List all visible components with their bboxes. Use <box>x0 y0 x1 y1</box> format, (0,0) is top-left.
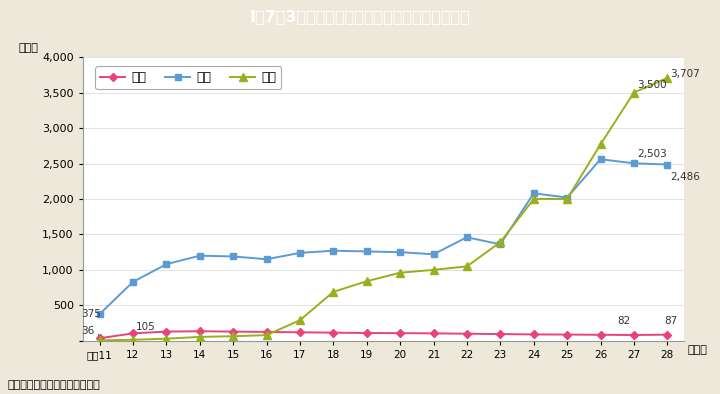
殺人 <box>462 331 471 336</box>
傷害 <box>663 162 672 167</box>
殺人 <box>596 333 605 337</box>
Text: （備考）警察庁資料より作成。: （備考）警察庁資料より作成。 <box>7 380 100 390</box>
Line: 傷害: 傷害 <box>96 156 671 318</box>
暴行 <box>195 335 204 339</box>
傷害 <box>596 157 605 162</box>
Text: I－7－3図　夫から妻への犯罪の検挙件数の推移: I－7－3図 夫から妻への犯罪の検挙件数の推移 <box>250 9 470 24</box>
殺人 <box>563 332 572 337</box>
暴行 <box>129 337 138 342</box>
傷害 <box>462 235 471 240</box>
殺人 <box>95 336 104 341</box>
暴行 <box>296 318 305 323</box>
暴行 <box>429 268 438 272</box>
傷害 <box>229 254 238 259</box>
暴行 <box>362 279 371 284</box>
暴行 <box>596 142 605 147</box>
Text: 87: 87 <box>664 316 678 326</box>
暴行 <box>529 197 538 201</box>
傷害 <box>529 191 538 196</box>
Line: 暴行: 暴行 <box>96 74 671 344</box>
殺人 <box>629 333 638 337</box>
暴行 <box>563 197 572 201</box>
暴行 <box>162 336 171 341</box>
暴行 <box>629 90 638 95</box>
傷害 <box>629 161 638 165</box>
Text: 36: 36 <box>81 326 94 336</box>
Line: 殺人: 殺人 <box>96 328 670 341</box>
暴行 <box>663 76 672 80</box>
殺人 <box>329 330 338 335</box>
殺人 <box>195 329 204 334</box>
傷害 <box>496 242 505 247</box>
殺人 <box>362 331 371 335</box>
Text: （年）: （年） <box>688 345 708 355</box>
傷害 <box>95 312 104 317</box>
暴行 <box>496 240 505 245</box>
傷害 <box>262 257 271 262</box>
殺人 <box>396 331 405 336</box>
傷害 <box>195 253 204 258</box>
殺人 <box>229 329 238 334</box>
Text: 2,486: 2,486 <box>670 172 701 182</box>
殺人 <box>663 332 672 337</box>
暴行 <box>262 333 271 338</box>
Text: （件）: （件） <box>18 43 38 53</box>
Legend: 殺人, 傷害, 暴行: 殺人, 傷害, 暴行 <box>95 66 282 89</box>
Text: 3,707: 3,707 <box>670 69 701 79</box>
殺人 <box>129 331 138 336</box>
傷害 <box>396 250 405 255</box>
殺人 <box>296 330 305 335</box>
殺人 <box>162 329 171 334</box>
Text: 105: 105 <box>136 322 156 332</box>
殺人 <box>496 332 505 336</box>
暴行 <box>396 270 405 275</box>
傷害 <box>129 280 138 284</box>
傷害 <box>362 249 371 254</box>
傷害 <box>296 251 305 255</box>
傷害 <box>429 252 438 256</box>
Text: 2,503: 2,503 <box>637 149 667 159</box>
殺人 <box>429 331 438 336</box>
殺人 <box>529 332 538 337</box>
傷害 <box>329 248 338 253</box>
暴行 <box>229 334 238 338</box>
傷害 <box>563 195 572 200</box>
暴行 <box>462 264 471 269</box>
暴行 <box>95 338 104 343</box>
Text: 375: 375 <box>81 309 101 319</box>
傷害 <box>162 262 171 267</box>
殺人 <box>262 329 271 334</box>
Text: 3,500: 3,500 <box>637 80 667 91</box>
暴行 <box>329 290 338 294</box>
Text: 82: 82 <box>617 316 631 327</box>
